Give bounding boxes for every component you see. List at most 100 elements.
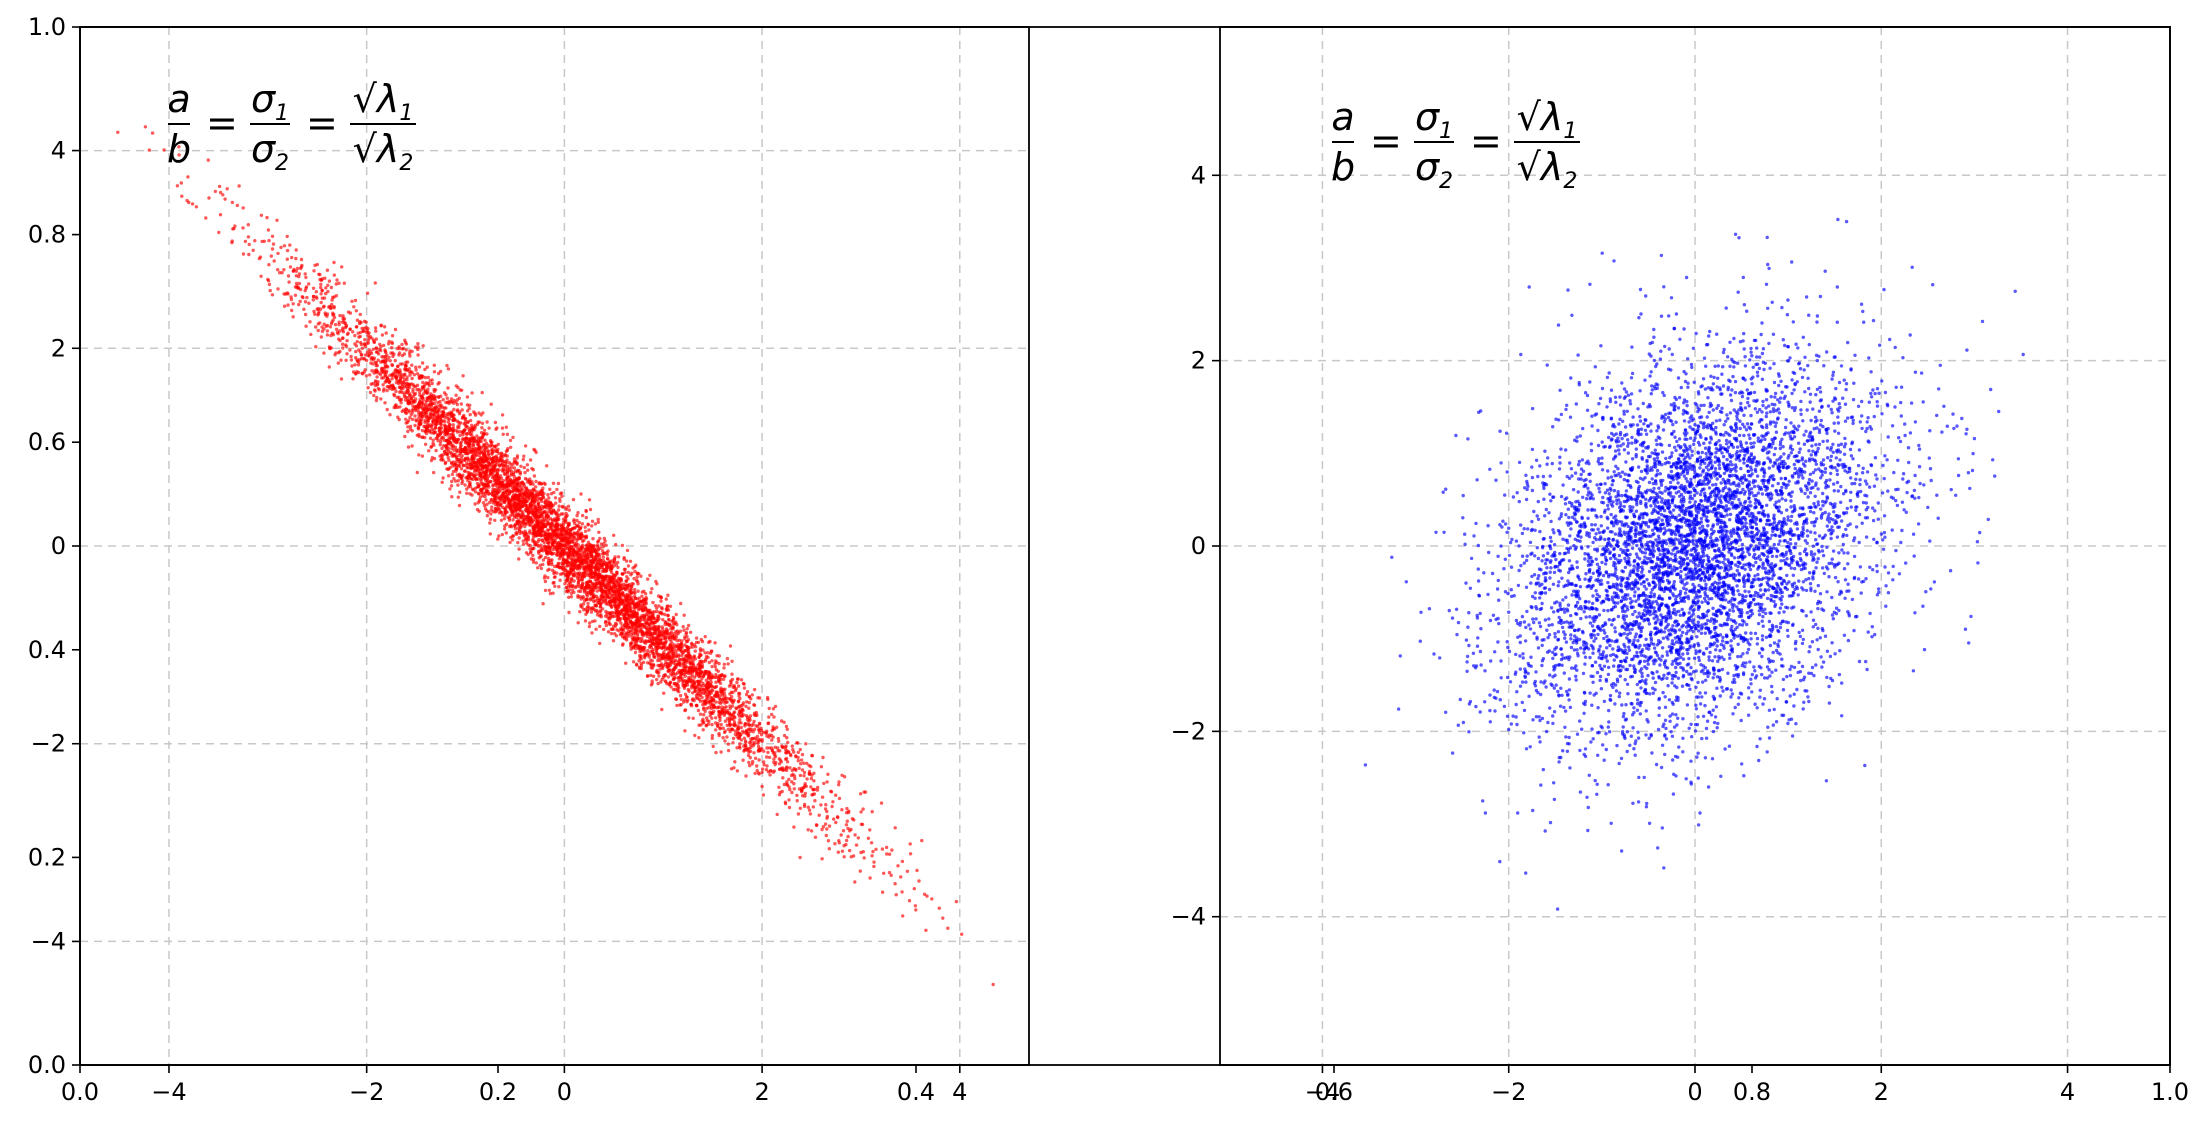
scatter-point <box>496 447 500 451</box>
scatter-point <box>523 470 527 475</box>
scatter-point <box>390 377 394 381</box>
scatter-point <box>674 697 679 702</box>
scatter-point <box>578 527 582 531</box>
scatter-point <box>471 443 475 447</box>
scatter-point <box>612 560 617 564</box>
scatter-point <box>659 599 663 603</box>
scatter-point <box>546 560 550 564</box>
scatter-point <box>748 756 752 760</box>
scatter-point <box>663 674 667 678</box>
scatter-point <box>555 487 559 492</box>
scatter-point <box>638 649 642 654</box>
scatter-point <box>289 297 294 302</box>
scatter-point <box>456 385 460 390</box>
scatter-point <box>842 775 847 779</box>
scatter-point <box>625 575 629 579</box>
scatter-point <box>373 326 378 330</box>
scatter-point <box>303 300 308 304</box>
scatter-point <box>770 738 774 742</box>
scatter-point <box>578 589 583 594</box>
scatter-point <box>747 760 751 765</box>
scatter-point <box>666 614 670 618</box>
scatter-point <box>294 248 298 252</box>
scatter-point <box>738 718 742 722</box>
scatter-point <box>543 588 548 593</box>
scatter-point <box>604 619 608 624</box>
scatter-point <box>466 476 470 480</box>
scatter-point <box>689 630 693 634</box>
scatter-point <box>620 543 625 548</box>
scatter-point <box>542 576 547 580</box>
scatter-point <box>500 487 504 491</box>
scatter-point <box>368 373 372 377</box>
scatter-point <box>762 749 766 753</box>
scatter-point <box>777 762 782 766</box>
scatter-point <box>552 580 556 585</box>
scatter-point <box>371 347 375 351</box>
scatter-point <box>361 329 365 333</box>
scatter-point <box>584 515 588 520</box>
scatter-point <box>678 674 683 678</box>
scatter-point <box>289 295 293 299</box>
scatter-point <box>802 774 806 778</box>
scatter-point <box>650 639 655 643</box>
scatter-point <box>561 517 566 521</box>
scatter-point <box>508 540 512 545</box>
scatter-point <box>541 562 545 567</box>
scatter-point <box>446 474 451 478</box>
scatter-point <box>507 475 511 479</box>
scatter-point <box>399 401 403 405</box>
scatter-point <box>377 371 381 375</box>
scatter-point <box>782 782 787 787</box>
scatter-point <box>454 393 458 397</box>
scatter-point <box>821 825 826 829</box>
scatter-point <box>318 321 322 325</box>
scatter-point <box>525 463 530 467</box>
scatter-point <box>714 668 719 672</box>
scatter-point <box>626 564 631 568</box>
scatter-point <box>806 805 810 809</box>
scatter-point <box>669 672 673 676</box>
scatter-point <box>294 256 298 261</box>
scatter-point <box>414 368 418 372</box>
scatter-point <box>500 458 504 462</box>
scatter-point <box>703 702 707 706</box>
scatter-point <box>314 345 318 349</box>
scatter-point <box>822 781 826 786</box>
scatter-point <box>374 337 378 341</box>
scatter-point <box>612 533 616 537</box>
scatter-point <box>770 728 774 733</box>
scatter-point <box>730 672 734 676</box>
scatter-point <box>576 511 580 515</box>
scatter-point <box>685 700 689 704</box>
scatter-point <box>268 288 272 293</box>
scatter-point <box>581 602 586 606</box>
scatter-point <box>807 808 812 812</box>
scatter-point <box>653 632 658 636</box>
scatter-point <box>458 410 462 414</box>
scatter-point <box>825 827 829 831</box>
scatter-point <box>693 733 697 738</box>
scatter-point <box>616 582 621 586</box>
scatter-point <box>320 325 324 329</box>
scatter-point <box>741 681 746 686</box>
scatter-point <box>569 591 574 596</box>
scatter-point <box>650 659 654 663</box>
scatter-point <box>766 750 770 755</box>
scatter-point <box>752 719 756 724</box>
scatter-point <box>758 738 762 743</box>
scatter-point <box>733 716 737 720</box>
scatter-point <box>796 812 801 816</box>
scatter-point <box>459 402 463 406</box>
scatter-point <box>880 847 885 851</box>
scatter-point <box>743 722 747 726</box>
scatter-point <box>815 788 820 792</box>
scatter-point <box>846 834 850 839</box>
scatter-point <box>611 639 616 643</box>
scatter-point <box>644 597 649 601</box>
scatter-point <box>872 864 876 869</box>
scatter-point <box>825 809 829 814</box>
scatter-point <box>372 393 376 398</box>
scatter-point <box>590 519 595 523</box>
